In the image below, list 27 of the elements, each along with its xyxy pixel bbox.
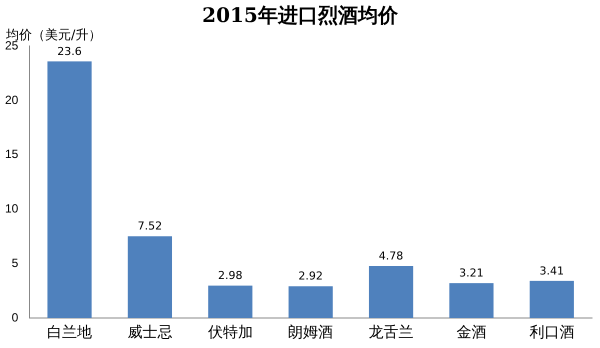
data-label: 3.21 — [459, 266, 484, 280]
x-tick-label: 白兰地 — [47, 324, 92, 342]
data-label: 7.52 — [138, 220, 162, 233]
data-label: 23.6 — [57, 44, 82, 58]
x-tick-label: 利口酒 — [529, 324, 574, 342]
x-tick-label: 朗姆酒 — [288, 324, 334, 342]
y-tick-label: 15 — [4, 147, 19, 162]
bar — [128, 236, 172, 318]
data-label: 4.78 — [378, 249, 404, 262]
x-tick-label: 伏特加 — [208, 324, 253, 342]
x-tick-label: 龙舌兰 — [368, 324, 414, 342]
x-tick-label: 金酒 — [456, 324, 486, 342]
bar — [288, 286, 333, 318]
y-tick-label: 0 — [12, 310, 19, 324]
bar — [449, 283, 494, 318]
x-tick-label: 威士忌 — [127, 324, 172, 342]
bar — [530, 280, 574, 318]
bar — [47, 61, 92, 318]
y-tick-label: 10 — [4, 202, 19, 216]
chart-title: 2015年进口烈酒均价 — [201, 2, 399, 29]
data-label: 2.92 — [298, 270, 323, 283]
y-tick-label: 5 — [12, 256, 19, 270]
bar — [208, 286, 252, 318]
data-label: 3.41 — [540, 264, 564, 278]
bar — [368, 266, 414, 318]
data-label: 2.98 — [218, 268, 243, 282]
y-tick-label: 20 — [4, 92, 19, 107]
